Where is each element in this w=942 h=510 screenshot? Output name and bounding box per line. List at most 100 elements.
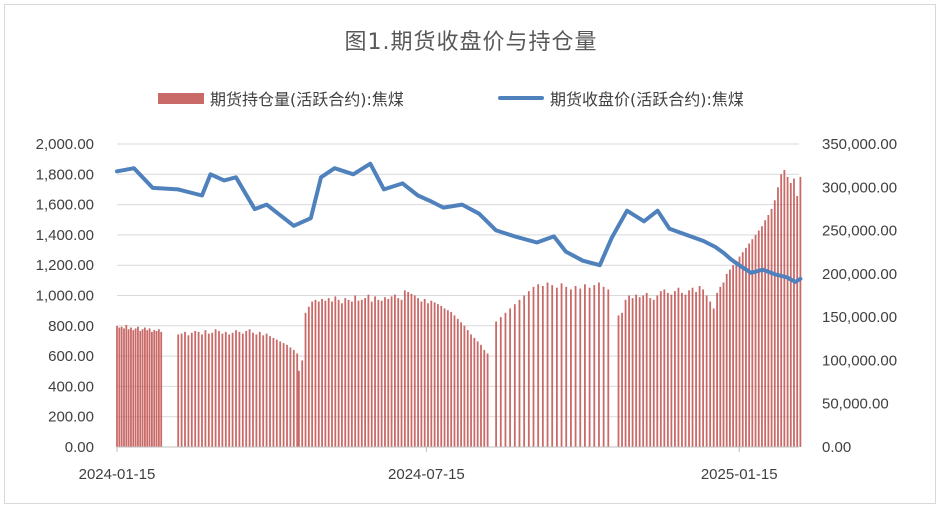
open-interest-bar: [483, 350, 486, 447]
y-left-tick-label: 2,000.00: [36, 136, 94, 153]
open-interest-bar: [157, 329, 160, 447]
y-right-tick-label: 0.00: [822, 439, 851, 456]
open-interest-bar: [652, 299, 655, 447]
open-interest-bar: [116, 325, 118, 447]
y-right-tick-label: 200,000.00: [822, 266, 897, 283]
open-interest-bar: [777, 187, 779, 448]
open-interest-bar: [466, 330, 469, 447]
open-interest-bar: [677, 287, 680, 447]
y-right-tick-label: 350,000.00: [822, 136, 897, 153]
open-interest-bar: [754, 234, 757, 447]
legend-label-close-price: 期货收盘价(活跃合约):焦煤: [550, 90, 744, 109]
y-right-tick-label: 100,000.00: [822, 352, 897, 369]
open-interest-bar: [443, 308, 446, 447]
open-interest-bar: [773, 200, 776, 447]
open-interest-bar: [628, 295, 630, 447]
open-interest-bar: [741, 252, 744, 447]
open-interest-bar: [691, 287, 694, 447]
open-interest-bar: [390, 296, 393, 447]
open-interest-bar: [298, 370, 300, 447]
open-interest-bar: [130, 327, 132, 447]
open-interest-bar: [292, 350, 295, 447]
open-interest-bar: [663, 289, 666, 447]
open-interest-bar: [252, 332, 254, 447]
y-left-tick-label: 1,200.00: [36, 257, 94, 274]
open-interest-bar: [518, 299, 521, 447]
open-interest-bar: [413, 295, 416, 447]
open-interest-bar: [546, 282, 549, 447]
open-interest-bar: [745, 247, 747, 447]
open-interest-bar: [649, 298, 652, 447]
open-interest-bar: [551, 285, 554, 447]
open-interest-bar: [433, 302, 436, 447]
open-interest-bar: [350, 301, 353, 447]
open-interest-bar: [224, 331, 227, 447]
open-interest-bar: [532, 286, 535, 447]
y-right-tick-label: 250,000.00: [822, 223, 897, 240]
open-interest-bar: [397, 298, 400, 447]
open-interest-bar: [265, 333, 268, 447]
open-interest-bar: [262, 335, 265, 447]
open-interest-bar: [367, 294, 370, 447]
open-interest-bar: [523, 295, 526, 447]
open-interest-bar: [269, 336, 271, 447]
open-interest-bar: [621, 312, 623, 447]
open-interest-bar: [201, 334, 203, 447]
open-interest-bar: [214, 329, 217, 447]
open-interest-bar: [427, 303, 429, 447]
y-right-tick-label: 50,000.00: [822, 396, 889, 413]
open-interest-bar: [150, 331, 153, 447]
open-interest-bar: [712, 308, 715, 447]
x-tick-label: 2024-07-15: [388, 466, 465, 483]
open-interest-bar: [684, 294, 687, 447]
open-interest-bar: [296, 353, 299, 447]
open-interest-bar: [504, 312, 507, 447]
open-interest-bar: [410, 293, 413, 447]
open-interest-bar: [738, 256, 741, 447]
open-interest-bar: [245, 330, 248, 447]
y-right-tick-label: 300,000.00: [822, 179, 897, 196]
open-interest-bar: [446, 310, 449, 447]
open-interest-bar: [134, 328, 137, 447]
open-interest-bar: [565, 286, 568, 447]
open-interest-bar: [120, 326, 123, 447]
open-interest-bar: [137, 326, 139, 447]
open-interest-bar: [347, 299, 350, 447]
open-interest-bar: [272, 337, 275, 447]
open-interest-bar: [155, 330, 158, 447]
open-interest-bar: [139, 330, 142, 447]
y-left-tick-label: 1,000.00: [36, 288, 94, 305]
open-interest-bar: [190, 332, 193, 447]
open-interest-bar: [197, 331, 200, 447]
open-interest-bar: [118, 327, 121, 447]
close-price-path: [115, 161, 803, 284]
open-interest-bar: [311, 301, 314, 447]
open-interest-bar: [789, 182, 792, 447]
open-interest-bar: [767, 214, 770, 447]
open-interest-bar: [670, 294, 673, 447]
open-interest-bar: [153, 330, 156, 447]
open-interest-bar: [180, 333, 183, 447]
open-interest-bar: [314, 299, 317, 447]
open-interest-bar: [748, 243, 751, 447]
open-interest-bar: [793, 178, 795, 447]
open-interest-bar: [307, 306, 310, 447]
open-interest-bar: [144, 327, 146, 447]
open-interest-bar: [602, 286, 605, 447]
open-interest-bar: [235, 330, 237, 447]
open-interest-bar: [258, 331, 261, 447]
open-interest-bar: [123, 328, 125, 447]
open-interest-bar: [631, 298, 634, 447]
y-left-tick-label: 1,600.00: [36, 197, 94, 214]
axes: 0.00 200.00 400.00 600.00 800.00 1,000.00 1,20…: [36, 136, 897, 483]
open-interest-bar: [286, 344, 288, 447]
open-interest-bar: [722, 282, 725, 447]
open-interest-bar: [187, 335, 190, 447]
y-left-tick-label: 800.00: [48, 318, 94, 335]
y-left-tick-label: 1,800.00: [36, 166, 94, 183]
legend-item-open-interest: 期货持仓量(活跃合约):焦煤: [158, 86, 404, 110]
y-left-tick-label: 200.00: [48, 409, 94, 426]
open-interest-bar: [141, 329, 144, 447]
open-interest-bar: [417, 298, 419, 447]
